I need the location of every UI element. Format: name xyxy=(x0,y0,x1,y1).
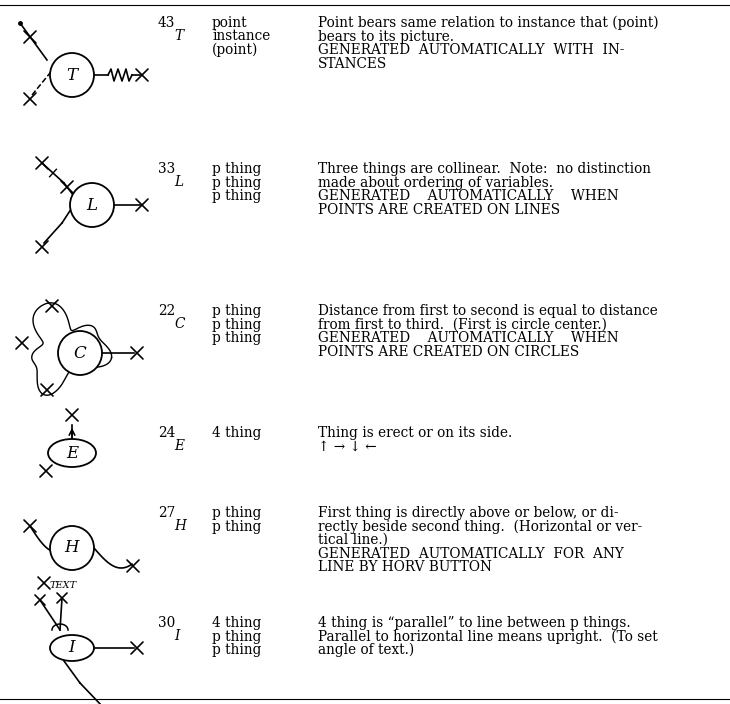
Text: p thing: p thing xyxy=(212,318,261,332)
Text: LINE BY HORV BUTTON: LINE BY HORV BUTTON xyxy=(318,560,492,574)
Text: GENERATED    AUTOMATICALLY    WHEN: GENERATED AUTOMATICALLY WHEN xyxy=(318,331,618,345)
Text: STANCES: STANCES xyxy=(318,56,387,70)
Text: p thing: p thing xyxy=(212,520,261,534)
Text: p thing: p thing xyxy=(212,189,261,203)
Circle shape xyxy=(50,526,94,570)
Circle shape xyxy=(70,183,114,227)
Text: p thing: p thing xyxy=(212,629,261,643)
Text: First thing is directly above or below, or di-: First thing is directly above or below, … xyxy=(318,506,618,520)
Text: p thing: p thing xyxy=(212,162,261,176)
Text: Point bears same relation to instance that (point): Point bears same relation to instance th… xyxy=(318,16,658,30)
Text: POINTS ARE CREATED ON CIRCLES: POINTS ARE CREATED ON CIRCLES xyxy=(318,344,579,358)
Text: I: I xyxy=(69,639,75,657)
Text: Parallel to horizontal line means upright.  (To set: Parallel to horizontal line means uprigh… xyxy=(318,629,658,644)
Text: C: C xyxy=(174,318,185,332)
Text: (point): (point) xyxy=(212,43,258,58)
Text: 4 thing: 4 thing xyxy=(212,616,261,630)
Text: GENERATED  AUTOMATICALLY  FOR  ANY: GENERATED AUTOMATICALLY FOR ANY xyxy=(318,546,623,560)
Circle shape xyxy=(50,53,94,97)
Text: 4 thing: 4 thing xyxy=(212,426,261,440)
Text: T: T xyxy=(174,30,183,44)
Text: angle of text.): angle of text.) xyxy=(318,643,414,658)
Ellipse shape xyxy=(50,635,94,661)
Text: E: E xyxy=(66,444,78,462)
Text: GENERATED    AUTOMATICALLY    WHEN: GENERATED AUTOMATICALLY WHEN xyxy=(318,189,618,203)
Text: C: C xyxy=(74,344,86,361)
Text: H: H xyxy=(65,539,80,556)
Text: Thing is erect or on its side.: Thing is erect or on its side. xyxy=(318,426,512,440)
Ellipse shape xyxy=(48,439,96,467)
Text: Distance from first to second is equal to distance: Distance from first to second is equal t… xyxy=(318,304,658,318)
Text: TEXT: TEXT xyxy=(50,582,77,591)
Text: p thing: p thing xyxy=(212,175,261,189)
Text: p thing: p thing xyxy=(212,304,261,318)
Text: instance: instance xyxy=(212,30,270,44)
Text: 27: 27 xyxy=(158,506,175,520)
Text: 24: 24 xyxy=(158,426,175,440)
Text: E: E xyxy=(174,439,184,453)
Text: made about ordering of variables.: made about ordering of variables. xyxy=(318,175,553,189)
Text: bears to its picture.: bears to its picture. xyxy=(318,30,454,44)
Text: Three things are collinear.  Note:  no distinction: Three things are collinear. Note: no dis… xyxy=(318,162,651,176)
Text: 22: 22 xyxy=(158,304,175,318)
Text: rectly beside second thing.  (Horizontal or ver-: rectly beside second thing. (Horizontal … xyxy=(318,520,642,534)
Text: 30: 30 xyxy=(158,616,175,630)
Text: ↑ → ↓ ←: ↑ → ↓ ← xyxy=(318,439,377,453)
Text: p thing: p thing xyxy=(212,506,261,520)
Text: 4 thing is “parallel” to line between p things.: 4 thing is “parallel” to line between p … xyxy=(318,616,631,630)
Text: L: L xyxy=(86,196,98,213)
Text: GENERATED  AUTOMATICALLY  WITH  IN-: GENERATED AUTOMATICALLY WITH IN- xyxy=(318,43,624,57)
Text: p thing: p thing xyxy=(212,331,261,345)
Text: I: I xyxy=(174,629,180,643)
Text: T: T xyxy=(66,66,77,84)
Circle shape xyxy=(58,331,102,375)
Text: H: H xyxy=(174,520,186,534)
Text: POINTS ARE CREATED ON LINES: POINTS ARE CREATED ON LINES xyxy=(318,203,560,217)
Text: point: point xyxy=(212,16,247,30)
Text: 43: 43 xyxy=(158,16,175,30)
Text: from first to third.  (First is circle center.): from first to third. (First is circle ce… xyxy=(318,318,607,332)
Text: tical line.): tical line.) xyxy=(318,533,388,547)
Text: 33: 33 xyxy=(158,162,175,176)
Text: L: L xyxy=(174,175,183,189)
Text: p thing: p thing xyxy=(212,643,261,657)
